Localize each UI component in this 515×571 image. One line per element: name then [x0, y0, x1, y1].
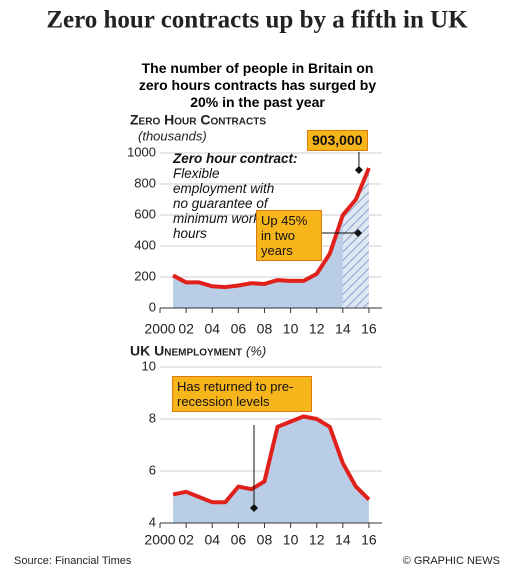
x-tick-label: 16	[361, 321, 377, 337]
x-tick-label: 06	[231, 532, 247, 548]
y-tick-label: 600	[134, 206, 156, 221]
unit-label: (%)	[246, 343, 266, 358]
line	[172, 414, 371, 505]
x-tick-label: 2000	[144, 321, 175, 337]
chart-title: UK Unemployment	[130, 343, 242, 359]
callout: Has returned to pre-recession levels	[172, 376, 312, 412]
x-tick-label: 02	[178, 532, 194, 548]
x-tick-label: 10	[283, 321, 299, 337]
y-tick-label: 800	[134, 175, 156, 190]
x-tick-label: 2000	[144, 532, 175, 548]
chart-title: Zero Hour Contracts	[130, 112, 266, 128]
subtitle: The number of people in Britain on zero …	[138, 60, 377, 110]
x-tick-label: 16	[361, 532, 377, 548]
y-tick-label: 1000	[127, 144, 156, 159]
x-tick-label: 14	[335, 321, 351, 337]
pointer-diamond	[354, 229, 362, 237]
x-tick-label: 04	[204, 321, 220, 337]
source: Source: Financial Times	[14, 555, 132, 567]
x-tick-label: 10	[283, 532, 299, 548]
y-tick-label: 10	[142, 358, 156, 373]
title: Zero hour contracts up by a fifth in UK	[46, 7, 468, 34]
x-tick-label: 08	[257, 532, 273, 548]
note-title: Zero hour contract:	[173, 151, 298, 166]
x-tick-label: 06	[231, 321, 247, 337]
x-tick-label: 08	[257, 321, 273, 337]
credit: © GRAPHIC NEWS	[403, 555, 500, 567]
x-tick-label: 14	[335, 532, 351, 548]
y-tick-label: 6	[149, 462, 156, 477]
y-tick-label: 400	[134, 237, 156, 252]
x-tick-label: 12	[309, 532, 325, 548]
area	[173, 416, 369, 523]
y-tick-label: 4	[149, 514, 156, 529]
area	[173, 168, 369, 308]
pointer-diamond	[250, 504, 258, 512]
unit-label: (thousands)	[138, 128, 207, 143]
y-tick-label: 200	[134, 268, 156, 283]
note-text: Flexible employment with no guarantee of…	[173, 166, 279, 241]
x-tick-label: 04	[204, 532, 220, 548]
value-label: 903,000	[306, 130, 368, 151]
line	[172, 167, 371, 290]
pointer-diamond	[354, 166, 363, 175]
callout: Up 45% in two years	[256, 210, 322, 261]
x-tick-label: 12	[309, 321, 325, 337]
x-tick-label: 02	[178, 321, 194, 337]
y-tick-label: 0	[149, 299, 156, 314]
y-tick-label: 8	[149, 410, 156, 425]
